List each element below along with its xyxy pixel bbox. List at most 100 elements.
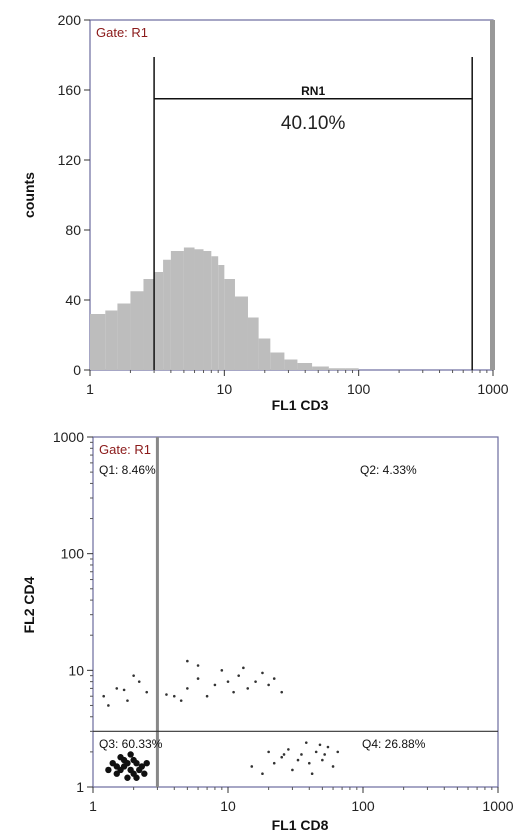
histogram-x-tick-label: 1000 <box>477 381 508 397</box>
dot-point-q3 <box>136 766 143 774</box>
dot-point-q4 <box>336 750 340 754</box>
dot-point-q2 <box>254 680 257 683</box>
histogram-bar <box>163 259 171 370</box>
dot-point-q2 <box>179 699 183 702</box>
histogram-bar <box>143 279 155 370</box>
dot-point-q1 <box>107 704 110 707</box>
histogram-bar <box>194 249 204 370</box>
dot-point-q1 <box>102 694 105 698</box>
dot-point-q4 <box>321 758 324 762</box>
histogram-x-ticks: 1 10 100 1000 <box>86 370 509 397</box>
histogram-x-tick-label: 1 <box>86 381 94 397</box>
dot-point-q2 <box>242 666 245 670</box>
histogram-bar <box>90 314 106 370</box>
dot-point-q4 <box>326 745 330 749</box>
dotplot-x-axis-title: FL1 CD8 <box>272 817 329 833</box>
dot-point-q3 <box>124 759 131 767</box>
histogram-y-tick-label: 80 <box>65 222 81 238</box>
histogram-bars <box>90 247 359 370</box>
dot-point-q2 <box>237 674 240 677</box>
dot-point-q2 <box>172 694 176 698</box>
dot-point-q4 <box>300 753 303 756</box>
dotplot-x-ticks: 1 10 100 1000 <box>89 787 514 814</box>
histogram-x-axis-title: FL1 CD3 <box>272 397 329 413</box>
histogram-bar <box>258 338 271 370</box>
dot-point-q4 <box>318 743 322 747</box>
dotplot-y-axis-title: FL2 CD4 <box>21 576 37 633</box>
dotplot-gate-label: Gate: R1 <box>99 442 151 457</box>
histogram-y-tick-label: 160 <box>58 82 82 98</box>
quadrant-q4-label: Q4: 26.88% <box>362 737 426 751</box>
dot-point-q4 <box>261 772 264 776</box>
dot-point-q2 <box>205 694 209 698</box>
dot-point-q4 <box>314 750 318 754</box>
dot-point-q2 <box>196 677 200 680</box>
dot-point-q4 <box>272 761 276 765</box>
dot-point-q3 <box>141 770 148 777</box>
dot-point-q1 <box>126 699 129 702</box>
histogram-bar <box>247 317 259 370</box>
dot-point-q4 <box>296 758 300 762</box>
dotplot-x-tick-label: 10 <box>220 798 236 814</box>
dot-point-q3 <box>133 774 140 781</box>
dot-point-q4 <box>287 748 290 751</box>
dot-point-q4 <box>280 755 284 759</box>
region-percent: 40.10% <box>281 113 346 134</box>
dot-point-q4 <box>250 765 254 768</box>
histogram-bar <box>105 310 118 370</box>
dot-point-q2 <box>220 669 224 672</box>
histogram-bar <box>297 363 313 370</box>
dot-point-q1 <box>137 680 141 683</box>
dot-point-q2 <box>267 683 270 687</box>
dot-point-q4 <box>282 753 286 756</box>
histogram-bar <box>203 251 212 370</box>
quadrant-q2-label: Q2: 4.33% <box>360 463 417 477</box>
dot-point-q2 <box>165 693 168 696</box>
histogram-bar <box>170 251 184 370</box>
dotplot-y-tick-label: 100 <box>61 546 85 562</box>
dotplot-y-tick-label: 1 <box>76 779 84 795</box>
dot-point-q2 <box>272 677 276 680</box>
histogram-y-tick-label: 120 <box>58 152 82 168</box>
histogram-bar <box>328 368 346 370</box>
dot-point-q3 <box>124 774 131 781</box>
quadrant-q1-label: Q1: 8.46% <box>99 463 156 477</box>
dot-point-q2 <box>213 683 217 687</box>
histogram-y-ticks: 0 40 80 120 160 200 <box>58 12 90 378</box>
dot-point-q1 <box>132 674 135 677</box>
histogram-right-bar <box>490 20 495 370</box>
dotplot-y-tick-label: 1000 <box>53 429 84 445</box>
histogram-bar <box>154 272 164 370</box>
dot-point-q4 <box>331 765 335 768</box>
histogram-bar <box>224 279 235 370</box>
dotplot-y-tick-label: 10 <box>68 662 84 678</box>
quadrant-q3-label: Q3: 60.33% <box>99 737 163 751</box>
dotplot-y-ticks: 1 10 100 1000 <box>53 429 93 795</box>
dot-point-q3 <box>105 766 112 774</box>
dot-point-q4 <box>267 750 270 754</box>
histogram-y-tick-label: 0 <box>73 362 81 378</box>
dot-point-q2 <box>186 687 189 690</box>
dotplot-panel: 1 10 100 1000 1 10 100 1000 Gate: R1 Q1: 8.46%… <box>21 429 514 833</box>
histogram-bar <box>211 256 219 370</box>
dot-point-q2 <box>261 671 264 675</box>
histogram-gate-label: Gate: R1 <box>96 25 148 40</box>
histogram-bar <box>130 291 144 370</box>
histogram-panel: 0 40 80 120 160 200 1 10 100 1000 Gate: R1 RN1 4… <box>21 12 509 413</box>
dotplot-x-tick-label: 1 <box>89 798 97 814</box>
region-label: RN1 <box>301 84 325 98</box>
histogram-bar <box>117 303 131 370</box>
histogram-x-tick-label: 10 <box>217 381 233 397</box>
dot-point-q2 <box>246 687 250 690</box>
dot-point-q4 <box>304 741 308 744</box>
dot-point-q4 <box>323 753 326 756</box>
dot-point-q2 <box>186 659 189 663</box>
histogram-bar <box>270 352 285 370</box>
dotplot-plot-frame <box>92 436 499 788</box>
histogram-bar <box>312 366 329 370</box>
histogram-x-tick-label: 100 <box>347 381 371 397</box>
dot-point-q3 <box>127 751 134 758</box>
dot-point-q1 <box>145 690 149 694</box>
dot-point-q2 <box>232 690 235 694</box>
